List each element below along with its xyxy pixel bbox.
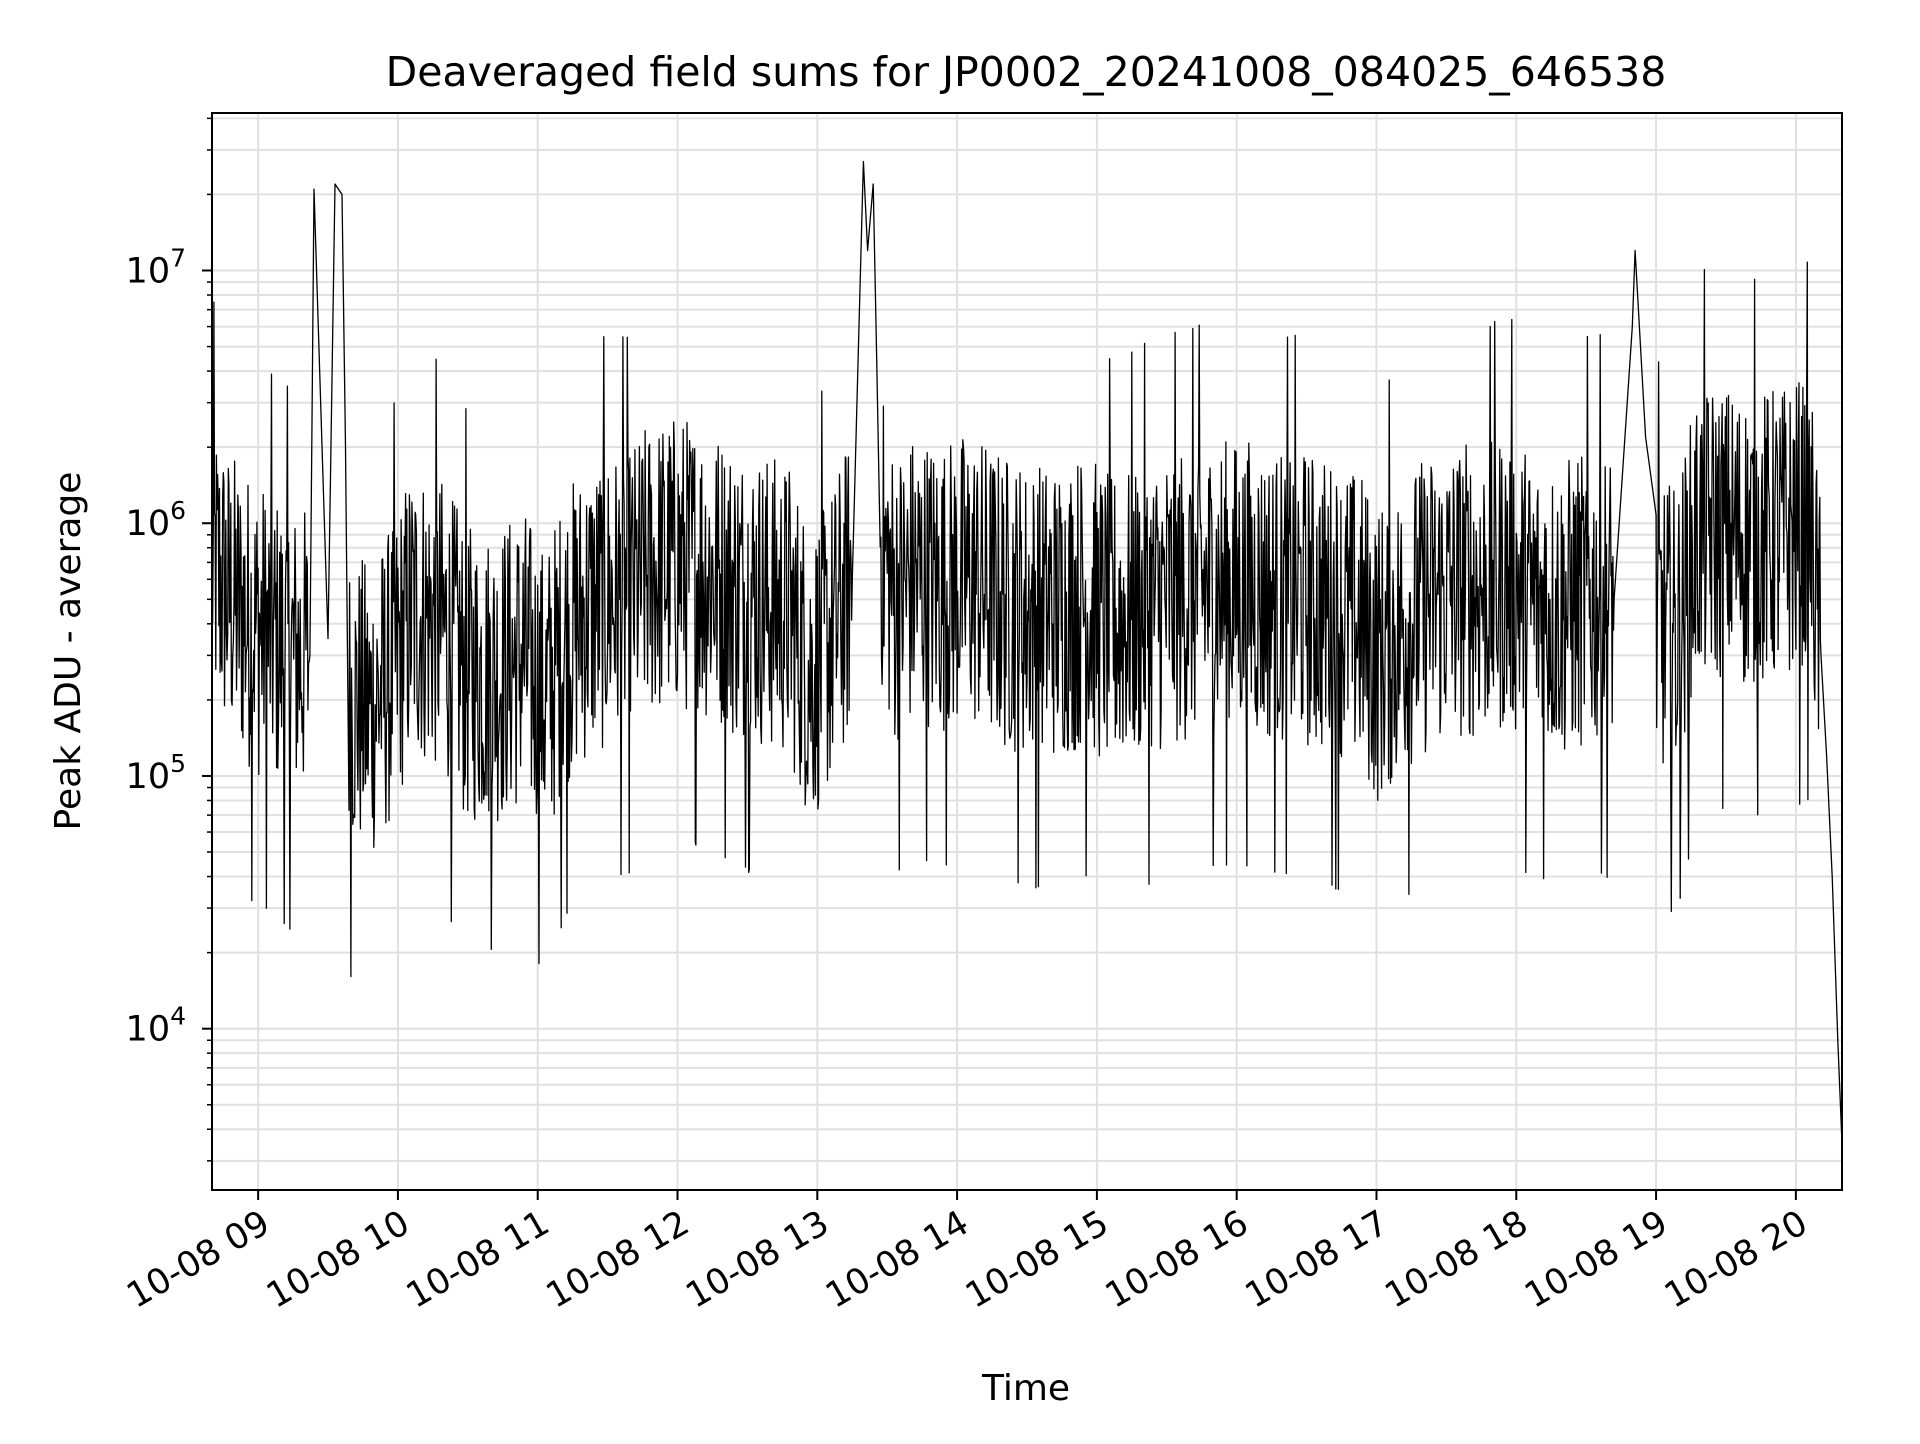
y-tick-base: 10: [126, 252, 171, 292]
y-tick-exponent: 6: [170, 496, 186, 525]
y-tick-label: 105: [126, 749, 186, 797]
plot-frame: [211, 112, 1843, 1191]
y-axis-label: Peak ADU - average: [48, 472, 89, 831]
series-layer: [211, 160, 1843, 1144]
y-tick-label: 104: [126, 1002, 186, 1050]
series-line: [211, 160, 1843, 1144]
y-tick-base: 10: [126, 1010, 171, 1050]
y-tick-exponent: 7: [170, 244, 186, 273]
y-tick-label: 106: [126, 496, 186, 544]
y-tick-label: 107: [126, 244, 186, 292]
y-tick-exponent: 5: [170, 749, 186, 778]
chart-title: Deaveraged field sums for JP0002_2024100…: [386, 48, 1667, 96]
y-tick-exponent: 4: [170, 1002, 186, 1031]
x-axis-label: Time: [981, 1368, 1070, 1409]
y-tick-base: 10: [126, 757, 171, 797]
y-tick-base: 10: [126, 504, 171, 544]
